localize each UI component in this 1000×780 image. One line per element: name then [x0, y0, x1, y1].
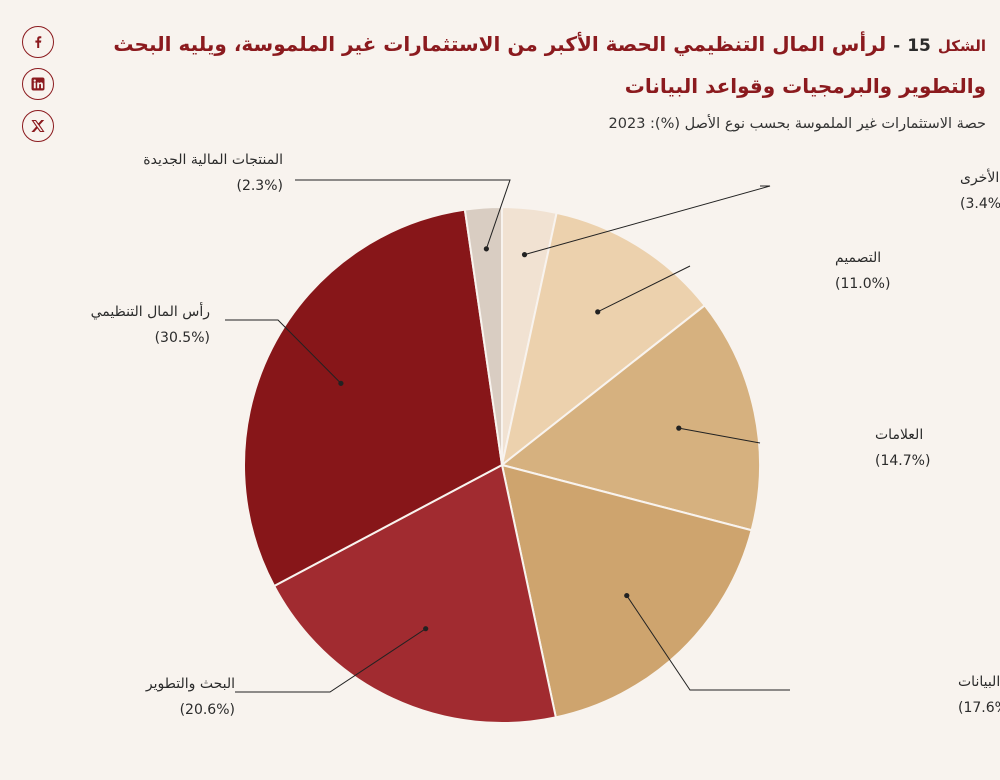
pie-slice	[499, 304, 761, 532]
leader-dot	[595, 309, 601, 315]
figure-number: 15	[907, 36, 931, 56]
facebook-share-button[interactable]	[22, 26, 54, 58]
slice-value-label: (2.3%)	[236, 178, 283, 194]
slice-name-label: منتجات الملكية الفكرية الأخرى	[960, 168, 1000, 186]
leader-line	[225, 319, 342, 384]
slice-value-label: (30.5%)	[155, 330, 210, 346]
leader-line	[597, 265, 691, 313]
linkedin-share-button[interactable]	[22, 68, 54, 100]
chart-title: الشكل 15 - لرأس المال التنظيمي الحصة الأ…	[113, 32, 986, 98]
leader-line	[678, 427, 761, 444]
leader-dot	[624, 592, 630, 599]
leader-dot	[521, 252, 528, 258]
leader-line	[235, 628, 426, 693]
slice-name-label: البرمجيات وقواعد البيانات	[958, 674, 1000, 690]
leader-line	[295, 179, 511, 250]
facebook-icon	[35, 36, 42, 48]
linkedin-icon	[31, 77, 45, 91]
leader-line	[524, 185, 771, 256]
pie-slice	[243, 208, 504, 588]
pie-slices	[243, 205, 761, 724]
x-icon	[31, 119, 45, 133]
slice-value-label: (11.0%)	[835, 276, 890, 292]
leader-dot	[423, 626, 429, 632]
figure-label: الشكل	[937, 37, 986, 55]
pie-slice	[272, 463, 558, 724]
pie-slice	[500, 211, 707, 468]
slice-value-label: (20.6%)	[180, 702, 235, 718]
pie-slice	[500, 463, 753, 719]
leader-dot	[483, 246, 489, 252]
slice-name-label: التصميم	[835, 250, 881, 266]
leader-dot	[676, 425, 682, 431]
leader-line	[626, 595, 790, 691]
chart-subtitle: حصة الاستثمارات غير الملموسة بحسب نوع ال…	[608, 116, 986, 132]
slice-name-label: البحث والتطوير	[145, 676, 235, 692]
slice-value-label: (17.6%)	[958, 700, 1000, 716]
slice-name-label: العلامات	[875, 427, 923, 443]
title-text: لرأس المال التنظيمي الحصة الأكبر من الاس…	[113, 32, 986, 98]
pie-labels: منتجات الملكية الفكرية الأخرى (3.4%) التصم…	[91, 152, 1000, 718]
slice-name-label: المنتجات المالية الجديدة	[143, 152, 283, 168]
slice-value-label: (14.7%)	[875, 453, 930, 469]
leader-dot	[338, 380, 344, 386]
slice-value-label: (3.4%)	[960, 196, 1000, 212]
x-share-button[interactable]	[22, 110, 54, 142]
slice-name-label: رأس المال التنظيمي	[91, 302, 210, 320]
pie-slice	[463, 205, 503, 466]
